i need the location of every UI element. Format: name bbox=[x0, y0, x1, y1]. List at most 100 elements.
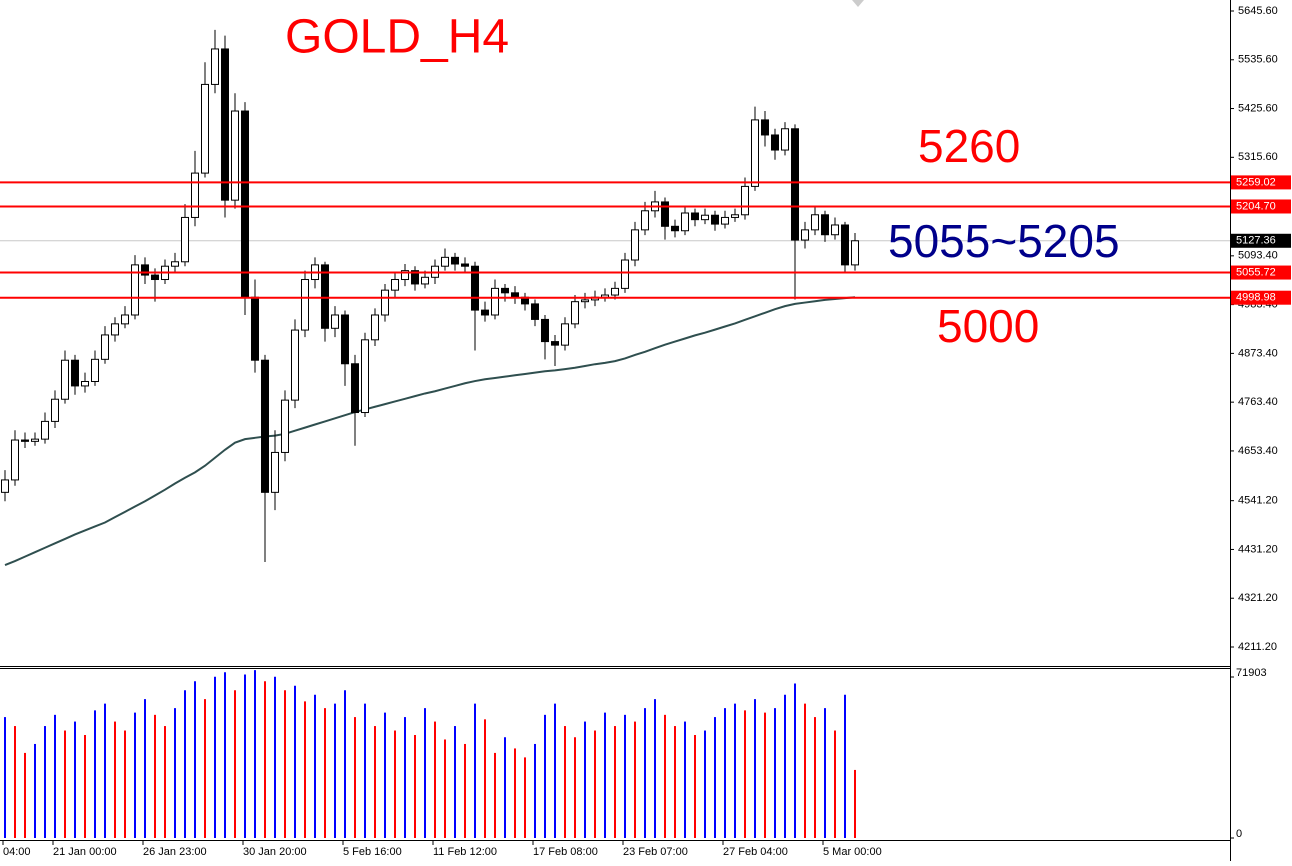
annotation: 5000 bbox=[937, 300, 1039, 352]
candle-body bbox=[501, 287, 509, 294]
x-tick-label: 23 Feb 07:00 bbox=[623, 846, 688, 858]
candle-body bbox=[671, 225, 679, 232]
candle-body bbox=[101, 334, 109, 360]
y-tick-label: 5645.60 bbox=[1238, 5, 1278, 17]
candle-body bbox=[841, 224, 849, 266]
candle-body bbox=[611, 287, 619, 296]
y-tick-label: 4431.20 bbox=[1238, 543, 1278, 555]
candle-body bbox=[371, 314, 379, 341]
volume-tick-label: 71903 bbox=[1236, 667, 1267, 679]
candle-body bbox=[331, 314, 339, 329]
candle-body bbox=[761, 119, 769, 136]
candle-body bbox=[691, 212, 699, 221]
candle-body bbox=[81, 380, 89, 387]
candle-body bbox=[251, 296, 259, 361]
candle-body bbox=[561, 323, 569, 346]
candle-body bbox=[721, 216, 729, 225]
candle-body bbox=[401, 270, 409, 281]
level-label: 5259.02 bbox=[1236, 176, 1276, 188]
x-tick-label: 17 Feb 08:00 bbox=[533, 846, 598, 858]
candle-body bbox=[781, 128, 789, 151]
y-tick-label: 4653.40 bbox=[1238, 445, 1278, 457]
candle-body bbox=[621, 259, 629, 289]
candle-body bbox=[451, 256, 459, 265]
candle-body bbox=[441, 256, 449, 267]
candle-body bbox=[801, 229, 809, 241]
candle-body bbox=[491, 287, 499, 316]
y-tick-label: 5425.60 bbox=[1238, 102, 1278, 114]
candle-body bbox=[151, 274, 159, 281]
candle-body bbox=[411, 270, 419, 285]
candle-body bbox=[91, 358, 99, 382]
chart-title: GOLD_H4 bbox=[285, 11, 509, 64]
x-tick-label: 04:00 bbox=[3, 846, 31, 858]
candle-body bbox=[281, 399, 289, 453]
level-label-box bbox=[1231, 175, 1291, 190]
candle-body bbox=[731, 214, 739, 218]
candle-body bbox=[191, 172, 199, 218]
candle-body bbox=[741, 185, 749, 216]
y-tick-label: 5535.60 bbox=[1238, 54, 1278, 66]
candle-body bbox=[471, 265, 479, 311]
annotation: 5260 bbox=[918, 120, 1020, 172]
y-tick-label: 4873.40 bbox=[1238, 347, 1278, 359]
last-price-label: 5127.36 bbox=[1236, 235, 1276, 247]
candle-body bbox=[391, 279, 399, 291]
candle-body bbox=[241, 110, 249, 298]
candle-body bbox=[51, 398, 59, 422]
level-label: 5055.72 bbox=[1236, 266, 1276, 278]
level-label: 4998.98 bbox=[1236, 292, 1276, 304]
y-tick-label: 4211.20 bbox=[1238, 641, 1277, 653]
candle-body bbox=[821, 214, 829, 236]
candle-body bbox=[261, 359, 269, 493]
candle-body bbox=[321, 264, 329, 329]
candle-body bbox=[201, 83, 209, 174]
candle-body bbox=[701, 214, 709, 221]
candle-body bbox=[681, 212, 689, 232]
x-tick-label: 5 Mar 00:00 bbox=[823, 846, 882, 858]
candle-body bbox=[661, 201, 669, 227]
candle-body bbox=[851, 240, 859, 266]
candle-body bbox=[171, 261, 179, 267]
candle-body bbox=[121, 314, 129, 325]
shift-marker bbox=[852, 0, 864, 7]
candle-body bbox=[571, 301, 579, 325]
last-price-box bbox=[1231, 233, 1291, 248]
candle-body bbox=[771, 134, 779, 151]
candle-body bbox=[421, 276, 429, 285]
y-tick-label: 4541.20 bbox=[1238, 495, 1278, 507]
candle-body bbox=[531, 303, 539, 320]
candle-body bbox=[111, 323, 119, 336]
candle-body bbox=[61, 359, 69, 400]
candle-body bbox=[301, 279, 309, 331]
y-tick-label: 4763.40 bbox=[1238, 396, 1278, 408]
level-label-box bbox=[1231, 265, 1291, 280]
candle-body bbox=[751, 119, 759, 187]
candle-body bbox=[381, 289, 389, 316]
candle-body bbox=[71, 359, 79, 387]
level-label: 5204.70 bbox=[1236, 200, 1276, 212]
candle-body bbox=[351, 363, 359, 414]
candle-body bbox=[31, 438, 39, 442]
candle-body bbox=[791, 128, 799, 241]
y-tick-label: 5315.60 bbox=[1238, 151, 1278, 163]
x-tick-label: 11 Feb 12:00 bbox=[433, 846, 497, 858]
candle-body bbox=[461, 263, 469, 267]
candle-body bbox=[811, 214, 819, 231]
x-tick-label: 5 Feb 16:00 bbox=[343, 846, 402, 858]
candle-body bbox=[361, 339, 369, 414]
candle-body bbox=[231, 110, 239, 201]
candle-body bbox=[581, 299, 589, 303]
volume-tick-label: 0 bbox=[1236, 828, 1242, 840]
y-tick-label: 4321.20 bbox=[1238, 592, 1278, 604]
x-tick-label: 30 Jan 20:00 bbox=[243, 846, 307, 858]
candle-body bbox=[511, 292, 519, 298]
candle-body bbox=[1, 479, 9, 493]
level-label-box bbox=[1231, 290, 1291, 305]
candle-body bbox=[341, 314, 349, 365]
candle-body bbox=[541, 318, 549, 343]
candle-body bbox=[11, 439, 19, 481]
candle-body bbox=[221, 48, 229, 201]
